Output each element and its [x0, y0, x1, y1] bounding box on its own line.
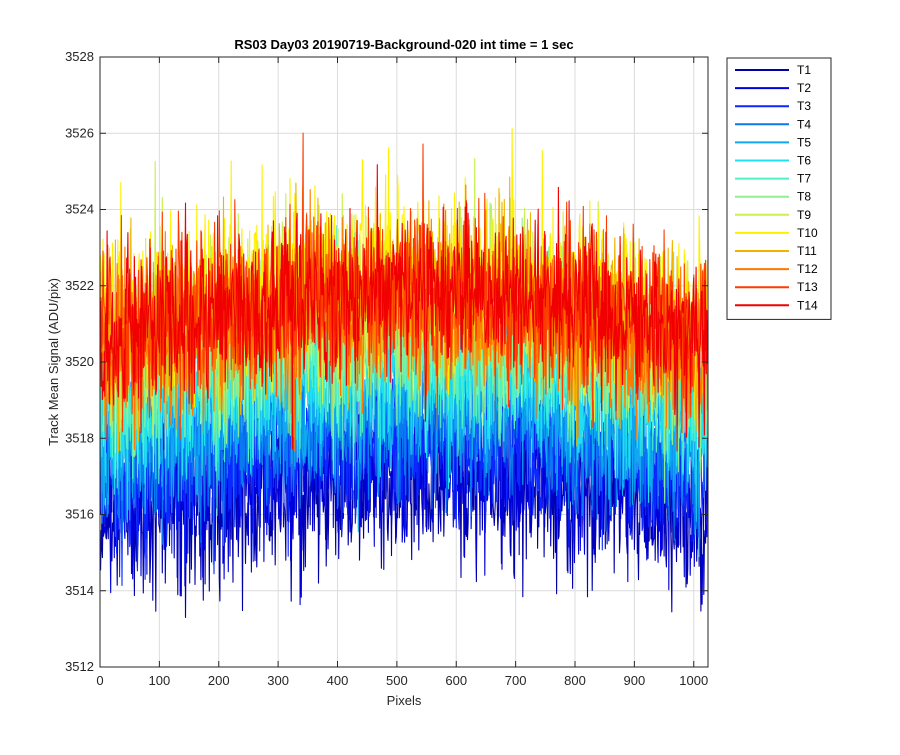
legend-entry-label: T14: [797, 298, 818, 312]
legend-entry-label: T4: [797, 117, 811, 131]
x-tick-label: 300: [267, 673, 289, 688]
y-tick-label: 3512: [65, 659, 94, 674]
series-line-T14: [99, 164, 708, 452]
x-axis-label: Pixels: [387, 693, 422, 708]
y-tick-label: 3516: [65, 507, 94, 522]
x-tick-label: 500: [386, 673, 408, 688]
x-tick-label: 1000: [679, 673, 708, 688]
x-tick-label: 200: [208, 673, 230, 688]
y-tick-label: 3514: [65, 583, 94, 598]
y-tick-label: 3518: [65, 430, 94, 445]
legend-entry-label: T10: [797, 226, 818, 240]
x-tick-label: 900: [624, 673, 646, 688]
legend-entry-label: T8: [797, 190, 811, 204]
y-tick-label: 3526: [65, 125, 94, 140]
y-tick-label: 3528: [65, 49, 94, 64]
legend-entry-label: T2: [797, 81, 811, 95]
x-tick-label: 600: [445, 673, 467, 688]
x-tick-label: 400: [327, 673, 349, 688]
legend-entry-label: T1: [797, 63, 811, 77]
legend-entry-label: T6: [797, 154, 811, 168]
y-tick-label: 3524: [65, 202, 94, 217]
x-tick-label: 700: [505, 673, 527, 688]
legend-entry-label: T11: [797, 244, 817, 258]
legend-entry-label: T13: [797, 280, 818, 294]
legend-box: [726, 57, 832, 320]
y-tick-label: 3522: [65, 278, 94, 293]
x-tick-label: 100: [149, 673, 171, 688]
legend: T1 T2 T3 T4 T5 T6 T7 T8 T9 T10 T11 T12 T13 T14: [726, 57, 832, 320]
y-tick-label: 3520: [65, 354, 94, 369]
y-axis-label: Track Mean Signal (ADU/pix): [46, 278, 61, 446]
legend-entry-label: T5: [797, 135, 811, 149]
legend-entry-label: T9: [797, 208, 811, 222]
series-lines: [99, 127, 708, 619]
legend-entry-label: T7: [797, 172, 811, 186]
x-tick-label: 800: [564, 673, 586, 688]
legend-entry-label: T12: [797, 262, 818, 276]
legend-entry-label: T3: [797, 99, 811, 113]
x-tick-label: 0: [96, 673, 103, 688]
chart-title: RS03 Day03 20190719-Background-020 int t…: [234, 37, 573, 52]
axis-ticks: 0 100 200 300 400 500 600 700 800 900 1000 3512 3514…: [65, 49, 708, 688]
